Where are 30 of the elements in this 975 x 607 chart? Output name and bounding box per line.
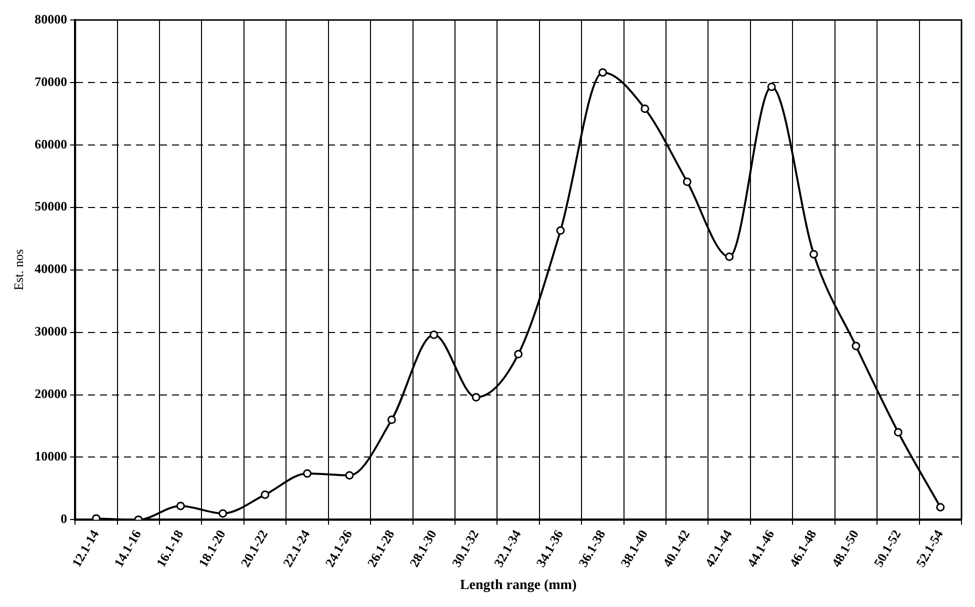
point [430,330,438,340]
y-tick-label: 30000 [34,324,68,339]
y-axis-title: Est. nos [11,249,26,290]
point [725,252,734,261]
y-tick-label: 20000 [34,386,68,402]
point [345,471,354,480]
point [936,502,945,512]
point [556,226,565,235]
point [598,68,607,77]
point [303,469,312,478]
y-tick-label: 70000 [34,74,68,89]
point [852,342,860,350]
point [640,104,650,113]
y-tick-label: 50000 [34,198,68,214]
point [176,502,185,510]
y-tick-label: 60000 [34,136,68,152]
point [472,393,480,402]
point [218,509,228,518]
point [260,490,270,499]
y-tick-label: 0 [60,511,68,526]
point [682,178,692,186]
y-tick-label: 80000 [34,11,68,26]
point [514,350,523,358]
x-axis-title: Length range (mm) [460,578,577,594]
point [767,82,776,92]
y-tick-label: 40000 [34,261,68,276]
point [894,428,902,436]
y-tick-label: 10000 [34,448,68,464]
point [810,250,818,258]
point [387,416,396,424]
